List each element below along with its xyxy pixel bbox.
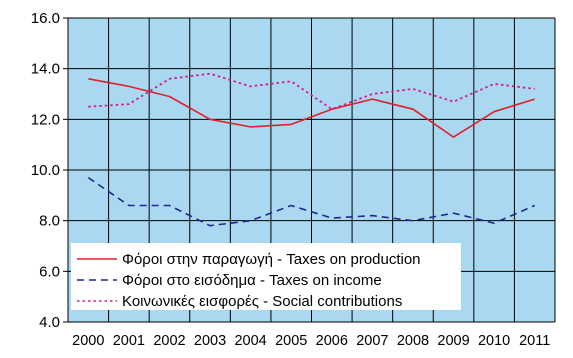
x-tick-label: 2000 xyxy=(72,333,104,349)
x-tick-label: 2003 xyxy=(194,333,226,349)
x-tick-label: 2009 xyxy=(437,333,469,349)
x-tick-label: 2010 xyxy=(478,333,510,349)
x-tick-label: 2002 xyxy=(153,333,185,349)
y-tick-label: 4.0 xyxy=(39,314,60,331)
legend: Φόροι στην παραγωγή - Taxes on productio… xyxy=(71,243,461,310)
x-tick-label: 2008 xyxy=(397,333,429,349)
legend-label-2: Φόροι στο εισόδημα - Taxes on income xyxy=(122,272,382,289)
y-tick-label: 16.0 xyxy=(31,10,60,27)
x-tick-label: 2011 xyxy=(519,333,550,349)
y-tick-label: 8.0 xyxy=(39,213,60,230)
x-tick-label: 2004 xyxy=(234,333,266,349)
legend-label-1: Φόροι στην παραγωγή - Taxes on productio… xyxy=(122,251,421,268)
x-tick-label: 2005 xyxy=(275,333,307,349)
x-tick-label: 2006 xyxy=(316,333,348,349)
y-tick-label: 14.0 xyxy=(31,61,60,78)
x-tick-label: 2001 xyxy=(113,333,145,349)
y-tick-label: 6.0 xyxy=(39,263,60,280)
x-tick-label: 2007 xyxy=(356,333,388,349)
y-tick-label: 10.0 xyxy=(31,162,60,179)
y-tick-label: 12.0 xyxy=(31,111,60,128)
legend-label-3: Κοινωνικές εισφορές - Social contributio… xyxy=(122,293,402,310)
